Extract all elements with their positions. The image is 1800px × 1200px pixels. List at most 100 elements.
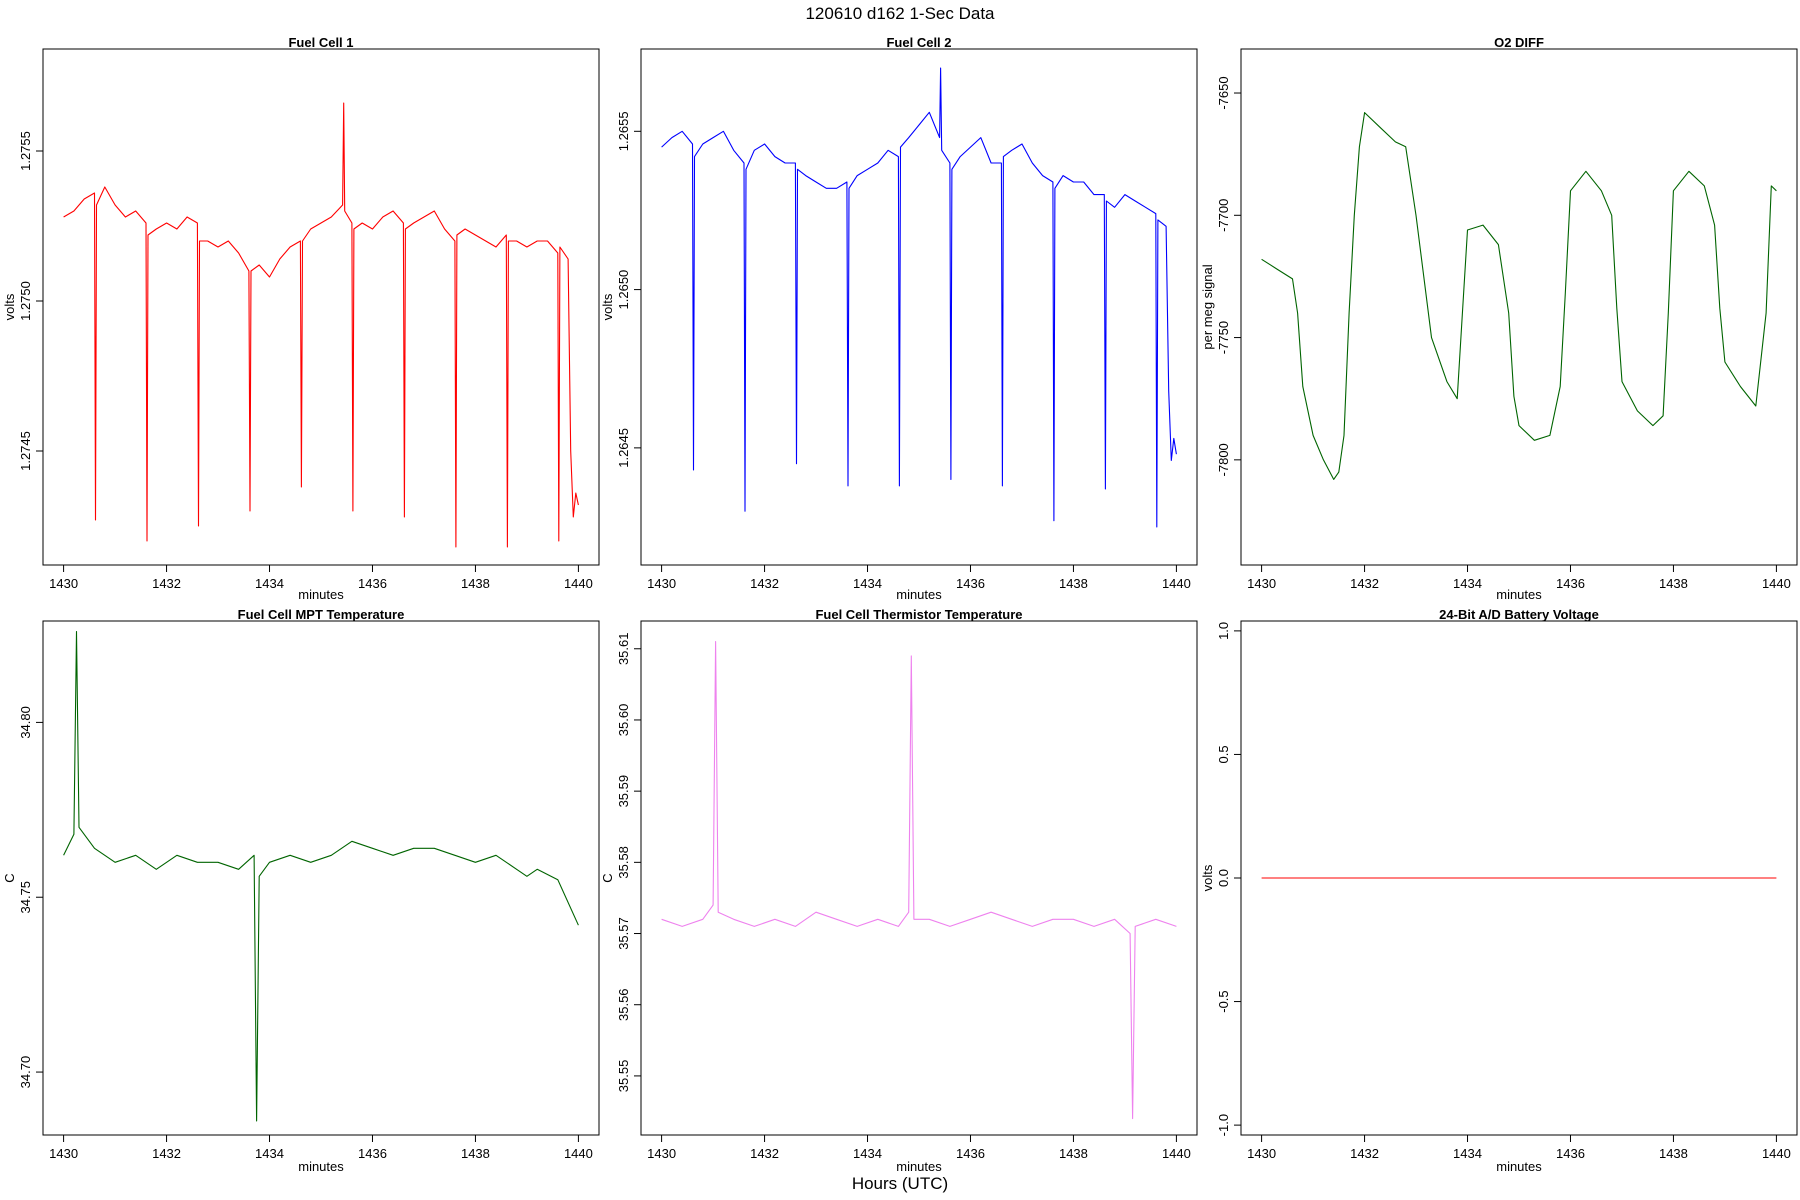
x-tick-label: 1432	[1350, 576, 1379, 591]
y-tick-label: -7700	[1216, 199, 1231, 232]
panel-title: Fuel Cell 1	[288, 35, 353, 50]
axis-ticks: 1430 1432 1434 1436 1438 1440 34.70 34.75 34.80	[18, 706, 593, 1161]
y-tick-label: -7650	[1216, 76, 1231, 109]
x-axis-label: minutes	[298, 1159, 344, 1174]
axis-ticks: 1430 1432 1434 1436 1438 1440 1.2745 1.2750 1.27…	[18, 131, 593, 591]
y-tick-label: 35.60	[616, 704, 631, 737]
y-tick-label: 1.2645	[616, 428, 631, 468]
plot-frame	[640, 48, 1198, 566]
axis-ticks: 1430 1432 1434 1436 1438 1440 35.55 35.56 35.57 3…	[616, 632, 1191, 1161]
y-tick-label: 34.80	[18, 706, 33, 739]
series-line	[661, 67, 1177, 528]
axis-ticks: 1430 1432 1434 1436 1438 1440 -1.0 -0.5 0.0 0.5 1.…	[1216, 622, 1791, 1161]
x-tick-label: 1438	[1059, 1146, 1088, 1161]
panel-title: Fuel Cell 2	[886, 35, 951, 50]
x-tick-label: 1436	[358, 576, 387, 591]
series-polyline	[1261, 112, 1777, 480]
panel-fuel-cell-2: Fuel Cell 2 minutes volts 1430 1432 1434 14…	[600, 35, 1198, 602]
panel-fuel-cell-1: Fuel Cell 1 minutes volts 1430 1432 1434 14…	[2, 35, 600, 602]
x-tick-label: 1434	[853, 576, 882, 591]
y-tick-label: -7800	[1216, 443, 1231, 476]
y-tick-label: 1.2655	[616, 111, 631, 151]
x-tick-label: 1438	[461, 576, 490, 591]
x-tick-label: 1440	[1162, 1146, 1191, 1161]
axis-ticks: 1430 1432 1434 1436 1438 1440 -7800 -7750 -7700 -…	[1216, 76, 1791, 591]
x-tick-label: 1430	[49, 576, 78, 591]
x-tick-label: 1438	[461, 1146, 490, 1161]
y-axis-label: volts	[1200, 864, 1215, 891]
figure-title: 120610 d162 1-Sec Data	[805, 4, 995, 23]
panel-mpt-temperature: Fuel Cell MPT Temperature minutes C 1430…	[2, 607, 600, 1174]
y-tick-label: -7750	[1216, 321, 1231, 354]
x-tick-label: 1440	[564, 576, 593, 591]
x-tick-label: 1434	[1453, 576, 1482, 591]
y-axis-label: volts	[2, 293, 17, 320]
y-tick-label: 34.75	[18, 881, 33, 914]
x-tick-label: 1432	[1350, 1146, 1379, 1161]
y-tick-label: 1.2650	[616, 270, 631, 310]
y-axis-label: C	[2, 873, 17, 882]
x-tick-label: 1430	[647, 1146, 676, 1161]
x-tick-label: 1432	[152, 1146, 181, 1161]
panel-title: Fuel Cell Thermistor Temperature	[815, 607, 1022, 622]
series-polyline	[63, 630, 579, 1122]
y-tick-label: 1.2745	[18, 431, 33, 471]
y-tick-label: 0.0	[1216, 869, 1231, 887]
x-tick-label: 1430	[49, 1146, 78, 1161]
x-tick-label: 1438	[1059, 576, 1088, 591]
series-line	[63, 102, 579, 548]
y-tick-label: -1.0	[1216, 1114, 1231, 1136]
y-tick-label: 35.55	[616, 1060, 631, 1093]
series-line	[1261, 112, 1777, 480]
panel-title: O2 DIFF	[1494, 35, 1544, 50]
y-tick-label: 1.0	[1216, 622, 1231, 640]
series-polyline	[63, 102, 579, 548]
series-polyline	[661, 641, 1177, 1120]
x-tick-label: 1430	[1247, 1146, 1276, 1161]
x-axis-label: minutes	[1496, 1159, 1542, 1174]
x-tick-label: 1432	[750, 1146, 779, 1161]
figure-xlabel: Hours (UTC)	[852, 1174, 948, 1193]
y-tick-label: 35.58	[616, 846, 631, 879]
y-tick-label: 34.70	[18, 1056, 33, 1089]
x-tick-label: 1438	[1659, 1146, 1688, 1161]
x-tick-label: 1436	[956, 1146, 985, 1161]
x-axis-label: minutes	[1496, 587, 1542, 602]
y-tick-label: 35.57	[616, 917, 631, 950]
plot-frame	[42, 620, 600, 1136]
x-axis-label: minutes	[298, 587, 344, 602]
series-polyline	[661, 67, 1177, 528]
x-tick-label: 1436	[956, 576, 985, 591]
x-tick-label: 1440	[1162, 576, 1191, 591]
x-tick-label: 1432	[750, 576, 779, 591]
x-tick-label: 1438	[1659, 576, 1688, 591]
y-axis-label: C	[600, 873, 615, 882]
panel-thermistor-temperature: Fuel Cell Thermistor Temperature minutes…	[600, 607, 1198, 1174]
plot-frame	[1240, 48, 1798, 566]
x-tick-label: 1434	[255, 1146, 284, 1161]
series-line	[63, 630, 579, 1122]
x-axis-label: minutes	[896, 587, 942, 602]
x-tick-label: 1436	[1556, 1146, 1585, 1161]
plot-frame	[640, 620, 1198, 1136]
panel-title: Fuel Cell MPT Temperature	[238, 607, 405, 622]
y-tick-label: 1.2750	[18, 281, 33, 321]
x-tick-label: 1440	[1762, 1146, 1791, 1161]
plot-frame	[42, 48, 600, 566]
x-tick-label: 1432	[152, 576, 181, 591]
y-tick-label: 35.56	[616, 988, 631, 1021]
x-tick-label: 1430	[1247, 576, 1276, 591]
x-tick-label: 1434	[853, 1146, 882, 1161]
panel-battery-voltage: 24-Bit A/D Battery Voltage minutes volts…	[1200, 607, 1798, 1174]
axis-ticks: 1430 1432 1434 1436 1438 1440 1.2645 1.2650 1.26…	[616, 111, 1191, 591]
x-tick-label: 1440	[1762, 576, 1791, 591]
series-line	[661, 641, 1177, 1120]
x-tick-label: 1434	[255, 576, 284, 591]
x-axis-label: minutes	[896, 1159, 942, 1174]
y-axis-label: per meg signal	[1200, 264, 1215, 349]
y-tick-label: 35.61	[616, 632, 631, 665]
x-tick-label: 1436	[358, 1146, 387, 1161]
y-tick-label: 1.2755	[18, 131, 33, 171]
x-tick-label: 1430	[647, 576, 676, 591]
